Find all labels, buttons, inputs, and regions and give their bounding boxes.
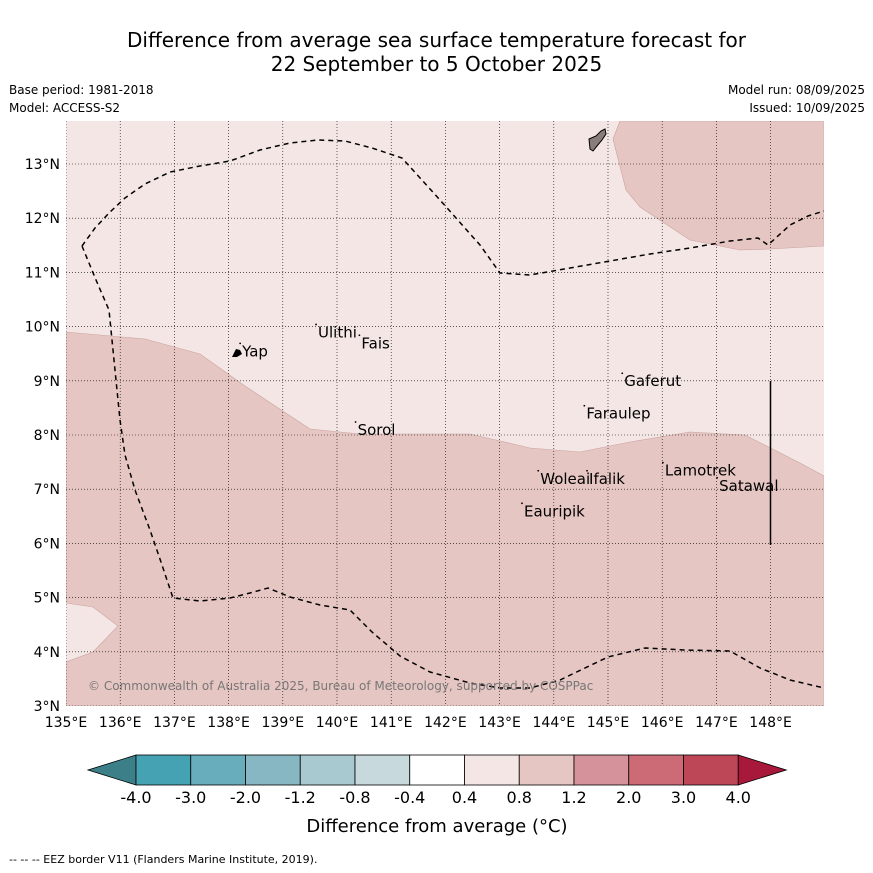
colorbar-segment-8	[573, 754, 630, 786]
place-label-ifalik: Ifalik	[589, 470, 625, 488]
place-label-faraulep: Faraulep	[586, 405, 650, 423]
place-marker-7	[537, 469, 540, 472]
colorbar-extend-low	[86, 754, 137, 786]
colorbar-label-6: 0.4	[452, 788, 477, 807]
lat-tick-label-7: 10°N	[25, 320, 60, 336]
title-line-2: 22 September to 5 October 2025	[270, 52, 603, 76]
meta-right: Model run: 08/09/2025 Issued: 10/09/2025	[728, 81, 865, 117]
lon-tick-label-9: 144°E	[533, 715, 576, 731]
lon-tick-label-5: 140°E	[316, 715, 359, 731]
model-name: Model: ACCESS-S2	[9, 101, 121, 115]
place-label-eauripik: Eauripik	[524, 502, 585, 520]
colorbar: -4.0 -3.0 -2.0 -1.2 -0.8 -0.4 0.4 0.8 1.2 2.0 3.0 4…	[86, 754, 788, 807]
lat-tick-label-2: 5°N	[34, 591, 60, 607]
place-label-fais: Fais	[361, 334, 390, 352]
colorbar-label-5: -0.4	[394, 788, 425, 807]
lon-tick-label-2: 137°E	[153, 715, 196, 731]
place-label-woleai: Woleai	[540, 470, 590, 488]
colorbar-segment-3	[299, 754, 356, 786]
lon-tick-label-11: 146°E	[641, 715, 684, 731]
colorbar-extend-high	[737, 754, 788, 786]
anomaly-region-south	[66, 331, 824, 706]
lon-tick-label-6: 141°E	[370, 715, 413, 731]
lat-tick-label-1: 4°N	[34, 645, 60, 661]
lat-tick-label-5: 8°N	[34, 428, 60, 444]
place-marker-5	[354, 421, 357, 423]
lat-tick-label-3: 6°N	[34, 536, 60, 552]
eez-footnote: -- -- -- EEZ border V11 (Flanders Marine…	[9, 853, 318, 866]
colorbar-label-8: 1.2	[561, 788, 586, 807]
lat-tick-label-4: 7°N	[34, 482, 60, 498]
colorbar-label-0: -4.0	[120, 788, 151, 807]
lon-tick-label-12: 147°E	[695, 715, 738, 731]
colorbar-label-11: 4.0	[726, 788, 751, 807]
colorbar-segment-5	[409, 754, 465, 786]
map-title: Difference from average sea surface temp…	[0, 28, 873, 76]
lon-tick-label-10: 145°E	[587, 715, 630, 731]
colorbar-segment-6	[464, 754, 520, 786]
place-label-yap: Yap	[241, 342, 268, 360]
colorbar-segment-9	[628, 754, 684, 786]
guam-island	[588, 128, 607, 152]
latitude-tick-labels: 3°N 4°N 5°N 6°N 7°N 8°N 9°N 10°N 11°N 12°N 13°N	[25, 157, 60, 715]
lat-tick-label-0: 3°N	[34, 699, 60, 715]
lat-tick-label-9: 12°N	[25, 211, 60, 227]
place-marker-6	[662, 461, 664, 464]
lon-tick-label-8: 143°E	[478, 715, 521, 731]
place-label-sorol: Sorol	[358, 421, 396, 439]
model-run: Model run: 08/09/2025	[727, 83, 865, 97]
place-marker-4	[583, 404, 586, 407]
meta-left: Base period: 1981-2018 Model: ACCESS-S2	[9, 81, 154, 117]
colorbar-segment-0	[135, 754, 192, 786]
lon-tick-label-4: 139°E	[262, 715, 305, 731]
map-gridlines	[66, 121, 824, 706]
place-marker-0	[239, 342, 242, 345]
colorbar-segment-10	[683, 754, 739, 786]
lon-tick-label-3: 138°E	[207, 715, 250, 731]
place-label-satawal: Satawal	[719, 477, 778, 495]
place-marker-8	[586, 469, 588, 472]
place-label-lamotrek: Lamotrek	[665, 462, 736, 480]
title-line-1: Difference from average sea surface temp…	[126, 28, 746, 52]
copyright-notice: © Commonwealth of Australia 2025, Bureau…	[88, 679, 593, 693]
colorbar-label-7: 0.8	[507, 788, 532, 807]
lat-tick-label-10: 13°N	[25, 157, 60, 173]
colorbar-label-10: 3.0	[671, 788, 696, 807]
place-marker-1	[315, 323, 317, 326]
place-label-ulithi: Ulithi	[318, 323, 357, 341]
lon-tick-label-13: 148°E	[749, 715, 792, 731]
lat-tick-label-6: 9°N	[34, 374, 60, 390]
place-marker-9	[716, 476, 719, 479]
colorbar-segment-4	[354, 754, 411, 786]
eez-border	[81, 139, 824, 689]
place-marker-2	[358, 334, 361, 337]
anomaly-region-northeast	[612, 121, 824, 251]
lon-tick-label-7: 142°E	[424, 715, 467, 731]
lon-tick-label-0: 135°E	[45, 715, 88, 731]
colorbar-label-9: 2.0	[616, 788, 641, 807]
colorbar-label-3: -1.2	[285, 788, 316, 807]
place-label-gaferut: Gaferut	[624, 372, 681, 390]
lat-tick-label-8: 11°N	[25, 265, 60, 281]
colorbar-segment-2	[245, 754, 301, 786]
colorbar-label-1: -3.0	[175, 788, 206, 807]
longitude-tick-labels: 135°E 136°E 137°E 138°E 139°E 140°E 141°E 142°E…	[45, 715, 792, 731]
colorbar-title: Difference from average (°C)	[306, 816, 567, 837]
place-marker-3	[621, 372, 624, 375]
issued-date: Issued: 10/09/2025	[749, 101, 865, 115]
place-marker-10	[521, 502, 523, 505]
colorbar-label-2: -2.0	[230, 788, 261, 807]
colorbar-label-4: -0.8	[339, 788, 370, 807]
colorbar-segment-7	[518, 754, 575, 786]
colorbar-segment-1	[190, 754, 246, 786]
base-period: Base period: 1981-2018	[9, 83, 154, 97]
lon-tick-label-1: 136°E	[99, 715, 142, 731]
yap-island	[232, 349, 242, 357]
